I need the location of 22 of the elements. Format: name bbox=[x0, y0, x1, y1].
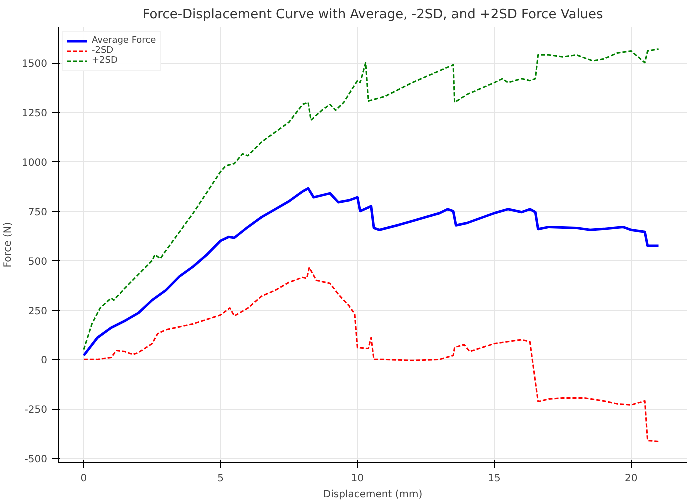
y-tick-label: -250 bbox=[24, 405, 48, 416]
y-tick-label: -500 bbox=[24, 454, 48, 466]
line-series bbox=[83, 266, 660, 442]
x-tick-label: 10 bbox=[351, 474, 364, 484]
legend-label: +2SD bbox=[92, 56, 118, 66]
x-tick-label: 0 bbox=[80, 474, 88, 484]
y-tick-label: 0 bbox=[41, 356, 48, 367]
x-tick-label: 20 bbox=[625, 474, 638, 484]
chart-title: Force-Displacement Curve with Average, -2SD, and +2SD Force Values bbox=[142, 8, 604, 22]
legend-label: -2SD bbox=[92, 46, 114, 56]
y-tick-label: 250 bbox=[28, 306, 48, 318]
y-tick-label: 1000 bbox=[22, 158, 48, 169]
x-tick-label: 5 bbox=[218, 474, 224, 484]
x-axis-title: Displacement (mm) bbox=[323, 490, 423, 500]
legend-label: Average Force bbox=[92, 36, 156, 46]
y-axis-title: Force (N) bbox=[3, 222, 14, 268]
y-tick-label: 500 bbox=[28, 256, 48, 268]
y-tick-label: 1250 bbox=[22, 108, 48, 120]
line-series bbox=[82, 187, 660, 357]
x-tick-label: 15 bbox=[488, 474, 501, 484]
y-tick-label: 1500 bbox=[22, 59, 48, 70]
y-tick-label: 750 bbox=[28, 207, 48, 218]
